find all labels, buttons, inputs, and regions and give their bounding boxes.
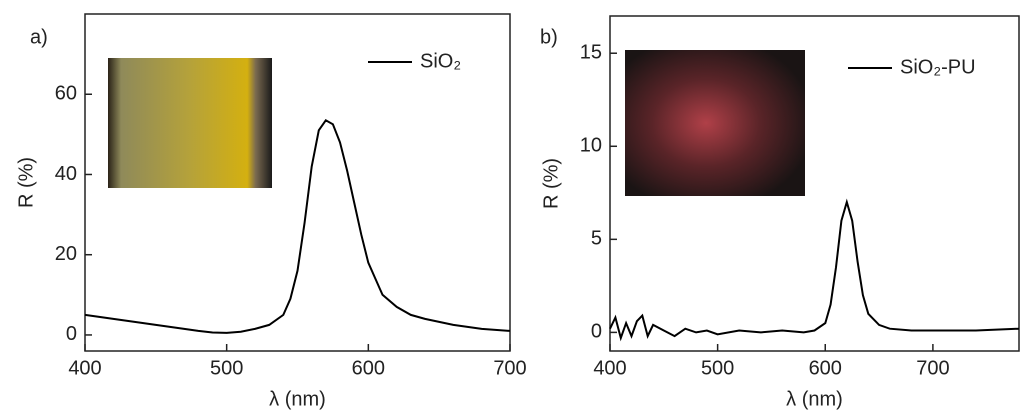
- plot-frame: [609, 15, 1020, 352]
- y-axis-label: R (%): [15, 157, 37, 208]
- x-tick-label: 500: [701, 357, 734, 379]
- y-tick-label: 15: [580, 42, 602, 64]
- y-tick-label: 0: [66, 323, 77, 345]
- y-axis-label: R (%): [540, 158, 562, 209]
- plot-frame: [84, 13, 511, 352]
- y-tick-label: 5: [591, 228, 602, 250]
- x-tick-label: 500: [210, 357, 243, 379]
- panel-label: b): [540, 26, 558, 48]
- x-tick-label: 600: [352, 357, 385, 379]
- panel-label: a): [30, 26, 48, 48]
- y-tick-label: 20: [55, 243, 77, 265]
- inset-photo: [625, 50, 805, 196]
- y-tick-label: 0: [591, 321, 602, 343]
- y-tick-label: 60: [55, 83, 77, 105]
- inset-photo: [108, 58, 272, 188]
- data-line: [609, 198, 1020, 342]
- x-tick-label: 700: [916, 357, 949, 379]
- legend-label: SiO₂: [420, 50, 461, 72]
- data-line: [84, 118, 511, 334]
- x-axis-label: λ (nm): [269, 388, 326, 410]
- y-tick-label: 10: [580, 135, 602, 157]
- x-tick-label: 700: [493, 357, 526, 379]
- legend-label: SiO₂-PU: [900, 56, 976, 78]
- x-tick-label: 400: [68, 357, 101, 379]
- x-axis-label: λ (nm): [786, 388, 843, 410]
- y-tick-label: 40: [55, 163, 77, 185]
- x-tick-label: 400: [593, 357, 626, 379]
- x-tick-label: 600: [809, 357, 842, 379]
